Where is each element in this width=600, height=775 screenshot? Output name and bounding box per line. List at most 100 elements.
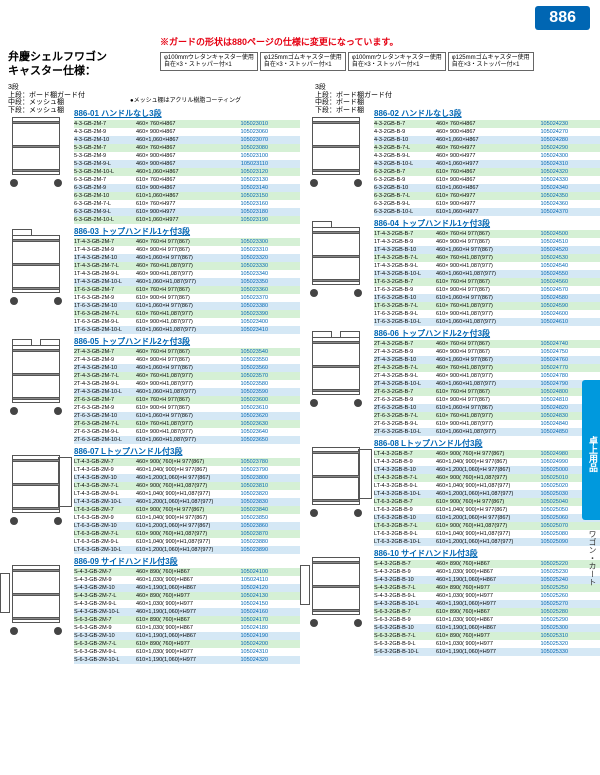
dimensions: 610×1,060×H1,087(977) [436, 429, 524, 435]
model-code: 1T-4-3-GB-2M-9 [74, 247, 136, 253]
table-row: 2T-6-3-2GB-B-10610×1,060×H 977(867)10502… [374, 404, 600, 412]
dimensions: 610× 760×H 977(867) [136, 397, 224, 403]
table-row: S-4-3-2GB-B-9460×1,030( 900)×H8671050252… [374, 568, 600, 576]
model-code: LT-4-3-GB-2M-7-L [74, 483, 136, 489]
dimensions: 460×1,060×H 977(867) [436, 247, 524, 253]
dimensions: 610× 760×H977 [136, 201, 224, 207]
dimensions: 610× 760×H867 [136, 177, 224, 183]
product-code: 105023010 [224, 121, 268, 127]
table-row: LT-4-3-2GB-B-9460×1,040( 900)×H 977(867)… [374, 458, 600, 466]
model-code: S-6-3-2GB-B-7-L [374, 633, 436, 639]
data-table: 886-09 サイドハンドル付3段S-4-3-GB-2M-7460× 890( … [72, 556, 300, 664]
data-table: 886-05 トップハンドル2ヶ付3段2T-4-3-GB-2M-7460× 76… [72, 336, 300, 444]
model-code: 1T-4-3-2GB-B-9-L [374, 263, 436, 269]
side-category-label: ワゴン・カート [587, 530, 598, 586]
model-code: 1T-4-3-GB-2M-10 [74, 255, 136, 261]
dimensions: 610×1,030( 900)×H977 [436, 641, 524, 647]
dimensions: 460×1,190(1,060)×H977 [136, 609, 224, 615]
table-row: 1T-4-3-2GB-B-7-L460× 760×H1,087(977)1050… [374, 254, 600, 262]
product-block: 886-01 ハンドルなし3段4-3-GB-2M-7460× 760×H8671… [0, 108, 300, 224]
product-code: 105025000 [524, 467, 568, 473]
product-code: 105024560 [524, 279, 568, 285]
dimensions: 610×1,040( 900)×H 977(867) [436, 507, 524, 513]
table-row: 1T-6-3-2GB-B-10-L610×1,060×H1,087(977)10… [374, 318, 600, 326]
product-code: 105024100 [224, 569, 268, 575]
product-code: 105023820 [224, 491, 268, 497]
product-code: 105024770 [524, 365, 568, 371]
model-code: 6-3-2GB-B-10-L [374, 209, 436, 215]
product-code: 105023310 [224, 247, 268, 253]
dimensions: 460×1,060×H977 [436, 161, 524, 167]
model-code: 6-3-GB-2M-7-L [74, 201, 136, 207]
block-header: 886-10 サイドハンドル付3段 [374, 548, 600, 559]
table-row: 6-3-GB-2M-9610× 900×H867105023140 [74, 184, 300, 192]
table-row: 1T-4-3-GB-2M-9460× 900×H 977(867)1050233… [74, 246, 300, 254]
table-row: 6-3-2GB-B-10610×1,060×H867105024340 [374, 184, 600, 192]
table-row: 1T-6-3-GB-2M-7610× 760×H 977(867)1050233… [74, 286, 300, 294]
table-row: LT-4-3-GB-2M-9-L460×1,040( 900)×H1,087(9… [74, 490, 300, 498]
dimensions: 610× 900×H1,087(977) [436, 311, 524, 317]
dimensions: 610× 760×H867 [436, 169, 524, 175]
table-row: 4-3-2GB-B-10460×1,060×H867105024280 [374, 136, 600, 144]
dimensions: 460×1,200(1,060)×H1,087(977) [136, 499, 224, 505]
model-code: LT-6-3-GB-2M-10-L [74, 547, 136, 553]
data-table: 886-03 トップハンドル1ヶ付3段1T-4-3-GB-2M-7460× 76… [72, 226, 300, 334]
model-code: S-6-3-GB-2M-7-L [74, 641, 136, 647]
dimensions: 460× 760×H1,087(977) [436, 365, 524, 371]
data-table: 886-02 ハンドルなし3段4-3-2GB-B-7460× 760×H8671… [372, 108, 600, 216]
cart-image [0, 446, 72, 534]
dimensions: 460×1,200(1,060)×H 977(867) [436, 467, 524, 473]
table-row: 2T-4-3-GB-2M-7-L460× 760×H1,087(977)1050… [74, 372, 300, 380]
table-row: LT-4-3-2GB-B-10460×1,200(1,060)×H 977(86… [374, 466, 600, 474]
table-row: S-4-3-GB-2M-7-L460× 890( 760)×H977105024… [74, 592, 300, 600]
table-row: 1T-4-3-2GB-B-7460× 760×H 977(867)1050245… [374, 230, 600, 238]
dimensions: 610×1,040( 900)×H1,087(977) [436, 531, 524, 537]
model-code: 1T-4-3-2GB-B-10 [374, 247, 436, 253]
table-row: 6-3-2GB-B-9-L610× 900×H977105024360 [374, 200, 600, 208]
dimensions: 460×1,060×H 977(867) [136, 255, 224, 261]
model-code: 1T-4-3-2GB-B-7-L [374, 255, 436, 261]
table-row: 4-3-2GB-B-9460× 900×H867105024270 [374, 128, 600, 136]
model-code: 2T-4-3-GB-2M-10 [74, 365, 136, 371]
table-row: 2T-4-3-2GB-B-7-L460× 760×H1,087(977)1050… [374, 364, 600, 372]
product-code: 105024610 [524, 319, 568, 325]
product-block: 886-03 トップハンドル1ヶ付3段1T-4-3-GB-2M-7460× 76… [0, 226, 300, 334]
title-block: 弁慶シェルフワゴン キャスター仕様： [8, 50, 107, 79]
block-header: 886-04 トップハンドル1ヶ付3段 [374, 218, 600, 229]
table-row: S-6-3-GB-2M-7610× 890( 760)×H86710502417… [74, 616, 300, 624]
dimensions: 460× 890( 760)×H867 [436, 561, 524, 567]
table-row: 6-3-2GB-B-7-L610× 760×H977105024350 [374, 192, 600, 200]
model-code: S-6-3-GB-2M-7 [74, 617, 136, 623]
dimensions: 460× 900( 760)×H 977(867) [436, 451, 524, 457]
dimensions: 610× 760×H 977(867) [136, 287, 224, 293]
product-block: 886-02 ハンドルなし3段4-3-2GB-B-7460× 760×H8671… [300, 108, 600, 216]
model-code: 4-3-2GB-B-9 [374, 129, 436, 135]
product-code: 105025030 [524, 491, 568, 497]
model-code: LT-4-3-2GB-B-10 [374, 467, 436, 473]
table-row: 2T-6-3-GB-2M-7-L610× 760×H1,087(977)1050… [74, 420, 300, 428]
product-code: 105024530 [524, 255, 568, 261]
table-row: S-4-3-2GB-B-10-L460×1,190(1,060)×H977105… [374, 600, 600, 608]
table-row: 1T-6-3-GB-2M-10-L610×1,060×H1,087(977)10… [74, 326, 300, 334]
product-code: 105024760 [524, 357, 568, 363]
model-code: 2T-6-3-2GB-B-9 [374, 397, 436, 403]
dimensions: 610×1,190(1,060)×H867 [136, 633, 224, 639]
product-code: 105023070 [224, 137, 268, 143]
model-code: 1T-4-3-GB-2M-10-L [74, 279, 136, 285]
dimensions: 460× 760×H 977(867) [136, 239, 224, 245]
table-row: 1T-4-3-GB-2M-9-L460× 900×H1,087(977)1050… [74, 270, 300, 278]
product-code: 105023390 [224, 311, 268, 317]
dimensions: 610×1,200(1,060)×H 977(867) [436, 515, 524, 521]
product-code: 105024370 [524, 209, 568, 215]
product-code: 105024340 [524, 185, 568, 191]
model-code: 1T-6-3-GB-2M-9 [74, 295, 136, 301]
table-row: 4-3-GB-2M-9460× 900×H867105023060 [74, 128, 300, 136]
dimensions: 460× 900×H 977(867) [436, 349, 524, 355]
table-row: 2T-6-3-GB-2M-10-L610×1,060×H1,087(977)10… [74, 436, 300, 444]
table-row: 5-3-GB-2M-9-L460× 900×H867105023110 [74, 160, 300, 168]
product-code: 105023890 [224, 547, 268, 553]
table-row: 1T-4-3-2GB-B-10460×1,060×H 977(867)10502… [374, 246, 600, 254]
product-code: 105023330 [224, 263, 268, 269]
product-code: 105024750 [524, 349, 568, 355]
table-row: LT-4-3-2GB-B-7460× 900( 760)×H 977(867)1… [374, 450, 600, 458]
